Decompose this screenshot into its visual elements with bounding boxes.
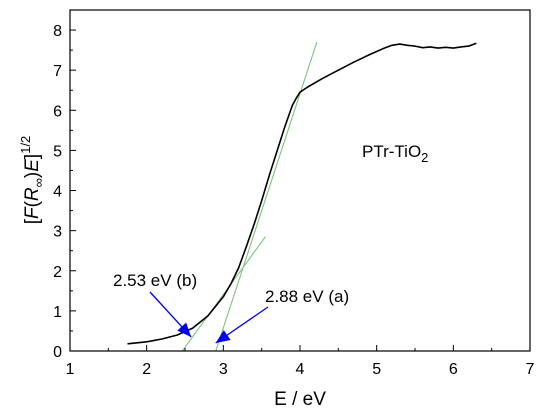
y-tick-label: 7 — [53, 63, 62, 80]
y-tick-label: 1 — [53, 304, 62, 321]
annotation-label-a: 2.88 eV (a) — [265, 287, 349, 306]
x-ticks: 1 2 3 4 5 6 7 — [66, 345, 535, 378]
annotations — [149, 291, 269, 344]
y-tick-label: 0 — [53, 344, 62, 361]
y-tick-label: 6 — [53, 103, 62, 120]
x-tick-label: 2 — [142, 361, 151, 378]
y-tick-label: 4 — [53, 184, 62, 201]
x-tick-label: 5 — [372, 361, 381, 378]
annotation-label-b: 2.53 eV (b) — [113, 271, 197, 290]
fit-line-2 — [181, 236, 266, 351]
y-tick-label: 3 — [53, 224, 62, 241]
y-ticks: 0 1 2 3 4 5 6 7 8 — [53, 23, 76, 361]
y-tick-label: 2 — [53, 264, 62, 281]
x-tick-label: 3 — [219, 361, 228, 378]
x-tick-label: 4 — [296, 361, 305, 378]
fit-lines — [181, 41, 318, 351]
y-axis-title: [F(R∞)E]1/2 — [18, 136, 46, 225]
y-tick-label: 8 — [53, 23, 62, 40]
sample-label: PTr-TiO2 — [362, 142, 428, 165]
x-axis-title: E / eV — [274, 389, 326, 410]
x-tick-label: 7 — [526, 361, 535, 378]
annotation-arrow-head-2 — [215, 330, 231, 343]
annotation-arrow-head-1 — [177, 322, 192, 337]
data-series — [127, 42, 477, 345]
x-tick-label: 6 — [449, 361, 458, 378]
fit-line-1 — [215, 41, 318, 351]
y-tick-label: 5 — [53, 143, 62, 160]
x-tick-label: 1 — [66, 361, 75, 378]
series-line-1 — [127, 42, 477, 345]
